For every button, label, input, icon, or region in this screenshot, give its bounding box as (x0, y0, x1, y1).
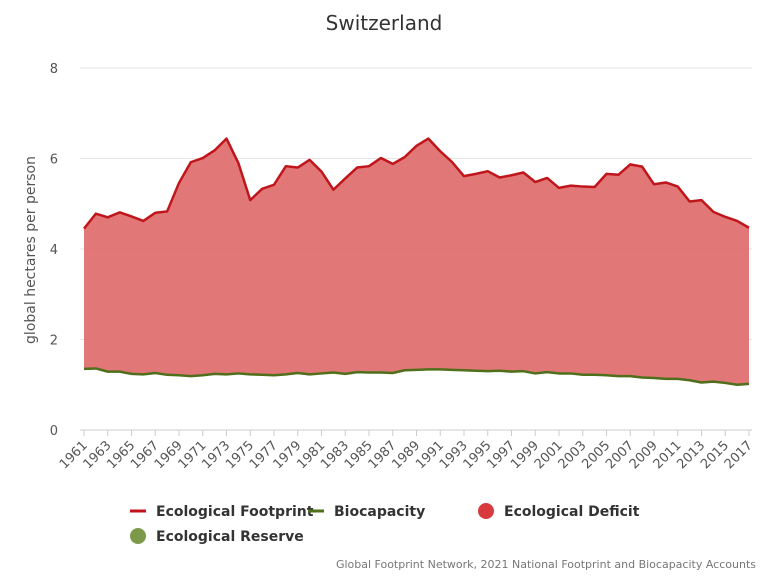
y-tick-label: 0 (50, 424, 58, 439)
legend-label: Ecological Reserve (156, 529, 304, 545)
legend-item-ecological-reserve[interactable]: Ecological Reserve (130, 528, 304, 545)
legend-circle-swatch (478, 503, 494, 519)
legend-item-ecological-footprint[interactable]: Ecological Footprint (130, 504, 314, 520)
chart-lines (83, 137, 750, 386)
legend-label: Ecological Deficit (504, 504, 640, 520)
y-tick-label: 6 (50, 153, 58, 168)
legend: Ecological Footprint Biocapacity Ecologica… (130, 503, 640, 545)
y-axis-ticks: 0 2 4 6 8 (50, 62, 58, 439)
y-tick-label: 2 (50, 334, 58, 349)
chart-title: Switzerland (326, 11, 443, 35)
legend-item-biocapacity[interactable]: Biocapacity (308, 504, 425, 520)
y-tick-label: 8 (50, 62, 58, 77)
legend-label: Biocapacity (334, 504, 425, 520)
legend-item-ecological-deficit[interactable]: Ecological Deficit (478, 503, 640, 520)
credit-text: Global Footprint Network, 2021 National … (336, 558, 756, 571)
legend-circle-swatch (130, 528, 146, 544)
x-axis-ticks: 1961196319651967196919711973197519771979… (57, 430, 756, 472)
x-tick-label: 2017 (722, 438, 756, 472)
y-tick-label: 4 (50, 243, 58, 258)
ecological-footprint-line (83, 137, 750, 230)
biocapacity-line (83, 367, 750, 386)
legend-label: Ecological Footprint (156, 504, 314, 520)
y-axis-label: global hectares per person (23, 156, 39, 344)
